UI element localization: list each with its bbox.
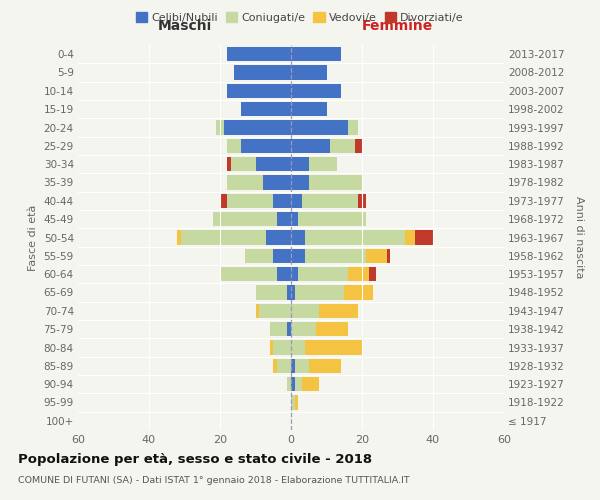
- Bar: [387, 248, 391, 263]
- Bar: [291, 248, 305, 263]
- Bar: [259, 304, 291, 318]
- Bar: [291, 194, 302, 208]
- Text: COMUNE DI FUTANI (SA) - Dati ISTAT 1° gennaio 2018 - Elaborazione TUTTITALIA.IT: COMUNE DI FUTANI (SA) - Dati ISTAT 1° ge…: [18, 476, 410, 485]
- Bar: [270, 322, 287, 336]
- Bar: [291, 176, 309, 190]
- Bar: [291, 358, 295, 373]
- Bar: [319, 304, 358, 318]
- Bar: [316, 322, 348, 336]
- Bar: [291, 47, 341, 62]
- Bar: [256, 157, 291, 172]
- Bar: [305, 248, 365, 263]
- Bar: [273, 340, 291, 354]
- Bar: [291, 120, 348, 134]
- Bar: [277, 358, 291, 373]
- Bar: [291, 66, 326, 80]
- Bar: [277, 212, 291, 226]
- Bar: [291, 230, 305, 244]
- Bar: [227, 47, 291, 62]
- Bar: [227, 84, 291, 98]
- Bar: [298, 267, 348, 281]
- Bar: [291, 340, 305, 354]
- Bar: [287, 377, 291, 392]
- Bar: [178, 230, 181, 244]
- Bar: [181, 230, 266, 244]
- Bar: [220, 267, 277, 281]
- Bar: [302, 194, 358, 208]
- Bar: [291, 138, 330, 153]
- Bar: [305, 230, 404, 244]
- Bar: [291, 212, 298, 226]
- Bar: [404, 230, 415, 244]
- Bar: [295, 396, 298, 409]
- Y-axis label: Fasce di età: Fasce di età: [28, 204, 38, 270]
- Y-axis label: Anni di nascita: Anni di nascita: [574, 196, 584, 279]
- Bar: [305, 340, 362, 354]
- Bar: [291, 157, 309, 172]
- Bar: [291, 84, 341, 98]
- Bar: [270, 340, 273, 354]
- Text: Maschi: Maschi: [157, 19, 212, 33]
- Bar: [241, 102, 291, 117]
- Bar: [287, 286, 291, 300]
- Bar: [295, 286, 344, 300]
- Bar: [298, 212, 365, 226]
- Bar: [273, 248, 291, 263]
- Text: Popolazione per età, sesso e stato civile - 2018: Popolazione per età, sesso e stato civil…: [18, 452, 372, 466]
- Bar: [291, 396, 295, 409]
- Bar: [309, 157, 337, 172]
- Legend: Celibi/Nubili, Coniugati/e, Vedovi/e, Divorziati/e: Celibi/Nubili, Coniugati/e, Vedovi/e, Di…: [132, 8, 468, 28]
- Bar: [295, 358, 309, 373]
- Bar: [309, 176, 362, 190]
- Bar: [291, 267, 298, 281]
- Bar: [365, 248, 387, 263]
- Bar: [291, 102, 326, 117]
- Bar: [227, 176, 263, 190]
- Bar: [217, 120, 224, 134]
- Bar: [291, 304, 319, 318]
- Bar: [273, 194, 291, 208]
- Bar: [277, 267, 291, 281]
- Bar: [358, 194, 365, 208]
- Bar: [369, 267, 376, 281]
- Bar: [344, 286, 373, 300]
- Bar: [302, 377, 319, 392]
- Bar: [273, 358, 277, 373]
- Bar: [227, 157, 230, 172]
- Bar: [330, 138, 355, 153]
- Bar: [291, 322, 316, 336]
- Bar: [234, 66, 291, 80]
- Bar: [291, 286, 295, 300]
- Text: Femmine: Femmine: [362, 19, 433, 33]
- Bar: [287, 322, 291, 336]
- Bar: [309, 358, 341, 373]
- Bar: [227, 138, 241, 153]
- Bar: [220, 194, 227, 208]
- Bar: [230, 157, 256, 172]
- Bar: [348, 120, 358, 134]
- Bar: [245, 248, 273, 263]
- Bar: [348, 267, 369, 281]
- Bar: [241, 138, 291, 153]
- Bar: [355, 138, 362, 153]
- Bar: [227, 194, 273, 208]
- Bar: [224, 120, 291, 134]
- Bar: [263, 176, 291, 190]
- Bar: [295, 377, 302, 392]
- Bar: [415, 230, 433, 244]
- Bar: [256, 304, 259, 318]
- Bar: [291, 377, 295, 392]
- Bar: [213, 212, 277, 226]
- Bar: [256, 286, 287, 300]
- Bar: [266, 230, 291, 244]
